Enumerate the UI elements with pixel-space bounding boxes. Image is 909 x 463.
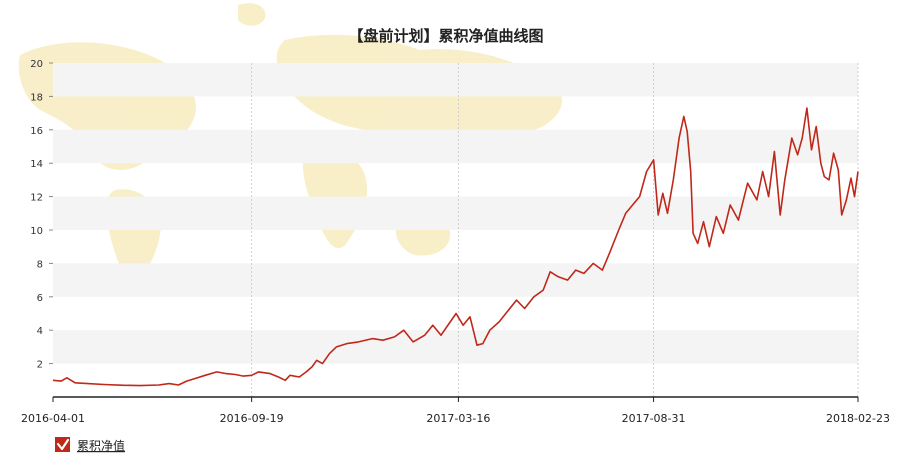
grid-bands [53,63,858,364]
grid-band [53,330,858,364]
x-tick-label: 2016-09-19 [220,412,284,425]
y-tick-label: 2 [37,360,43,371]
x-tick-label: 2017-03-16 [426,412,490,425]
y-tick-label: 4 [37,326,43,337]
x-axis-ticks: 2016-04-01 2016-09-19 2017-03-16 2017-08-31… [21,397,890,425]
legend[interactable]: 累积净值 [55,437,125,453]
legend-label[interactable]: 累积净值 [77,438,125,453]
x-tick-label: 2018-02-23 [826,412,890,425]
grid-band [53,129,858,164]
y-axis-ticks: 2 4 6 8 10 12 14 16 18 20 [30,59,53,371]
grid-band [53,63,858,97]
y-tick-label: 6 [37,293,43,304]
x-tick-label: 2017-08-31 [622,412,686,425]
y-tick-label: 20 [30,59,43,70]
y-tick-label: 18 [30,92,43,103]
y-tick-label: 14 [30,159,43,170]
y-tick-label: 12 [30,193,43,204]
y-tick-label: 16 [30,126,43,137]
grid-band [53,196,858,230]
grid-band [53,263,858,297]
y-tick-label: 10 [30,226,43,237]
series-line-cumulative-nav [52,107,859,387]
chart-title: 【盘前计划】累积净值曲线图 [348,27,543,45]
y-tick-label: 8 [37,259,43,270]
checkmark-icon [56,438,70,451]
x-tick-label: 2016-04-01 [21,412,85,425]
